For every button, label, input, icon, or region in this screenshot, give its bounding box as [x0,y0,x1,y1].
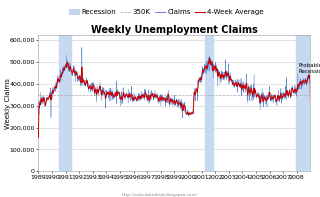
Bar [59,35,72,171]
Text: Probable
Recession: Probable Recession [299,63,320,74]
Text: http://calculatedrisk.blogspot.com/: http://calculatedrisk.blogspot.com/ [122,193,198,197]
Title: Weekly Unemployment Claims: Weekly Unemployment Claims [91,25,258,35]
Y-axis label: Weekly Claims: Weekly Claims [5,78,11,129]
Legend: Recession, 350K, Claims, 4-Week Average: Recession, 350K, Claims, 4-Week Average [69,9,264,15]
Bar [296,35,312,171]
Bar [205,35,214,171]
